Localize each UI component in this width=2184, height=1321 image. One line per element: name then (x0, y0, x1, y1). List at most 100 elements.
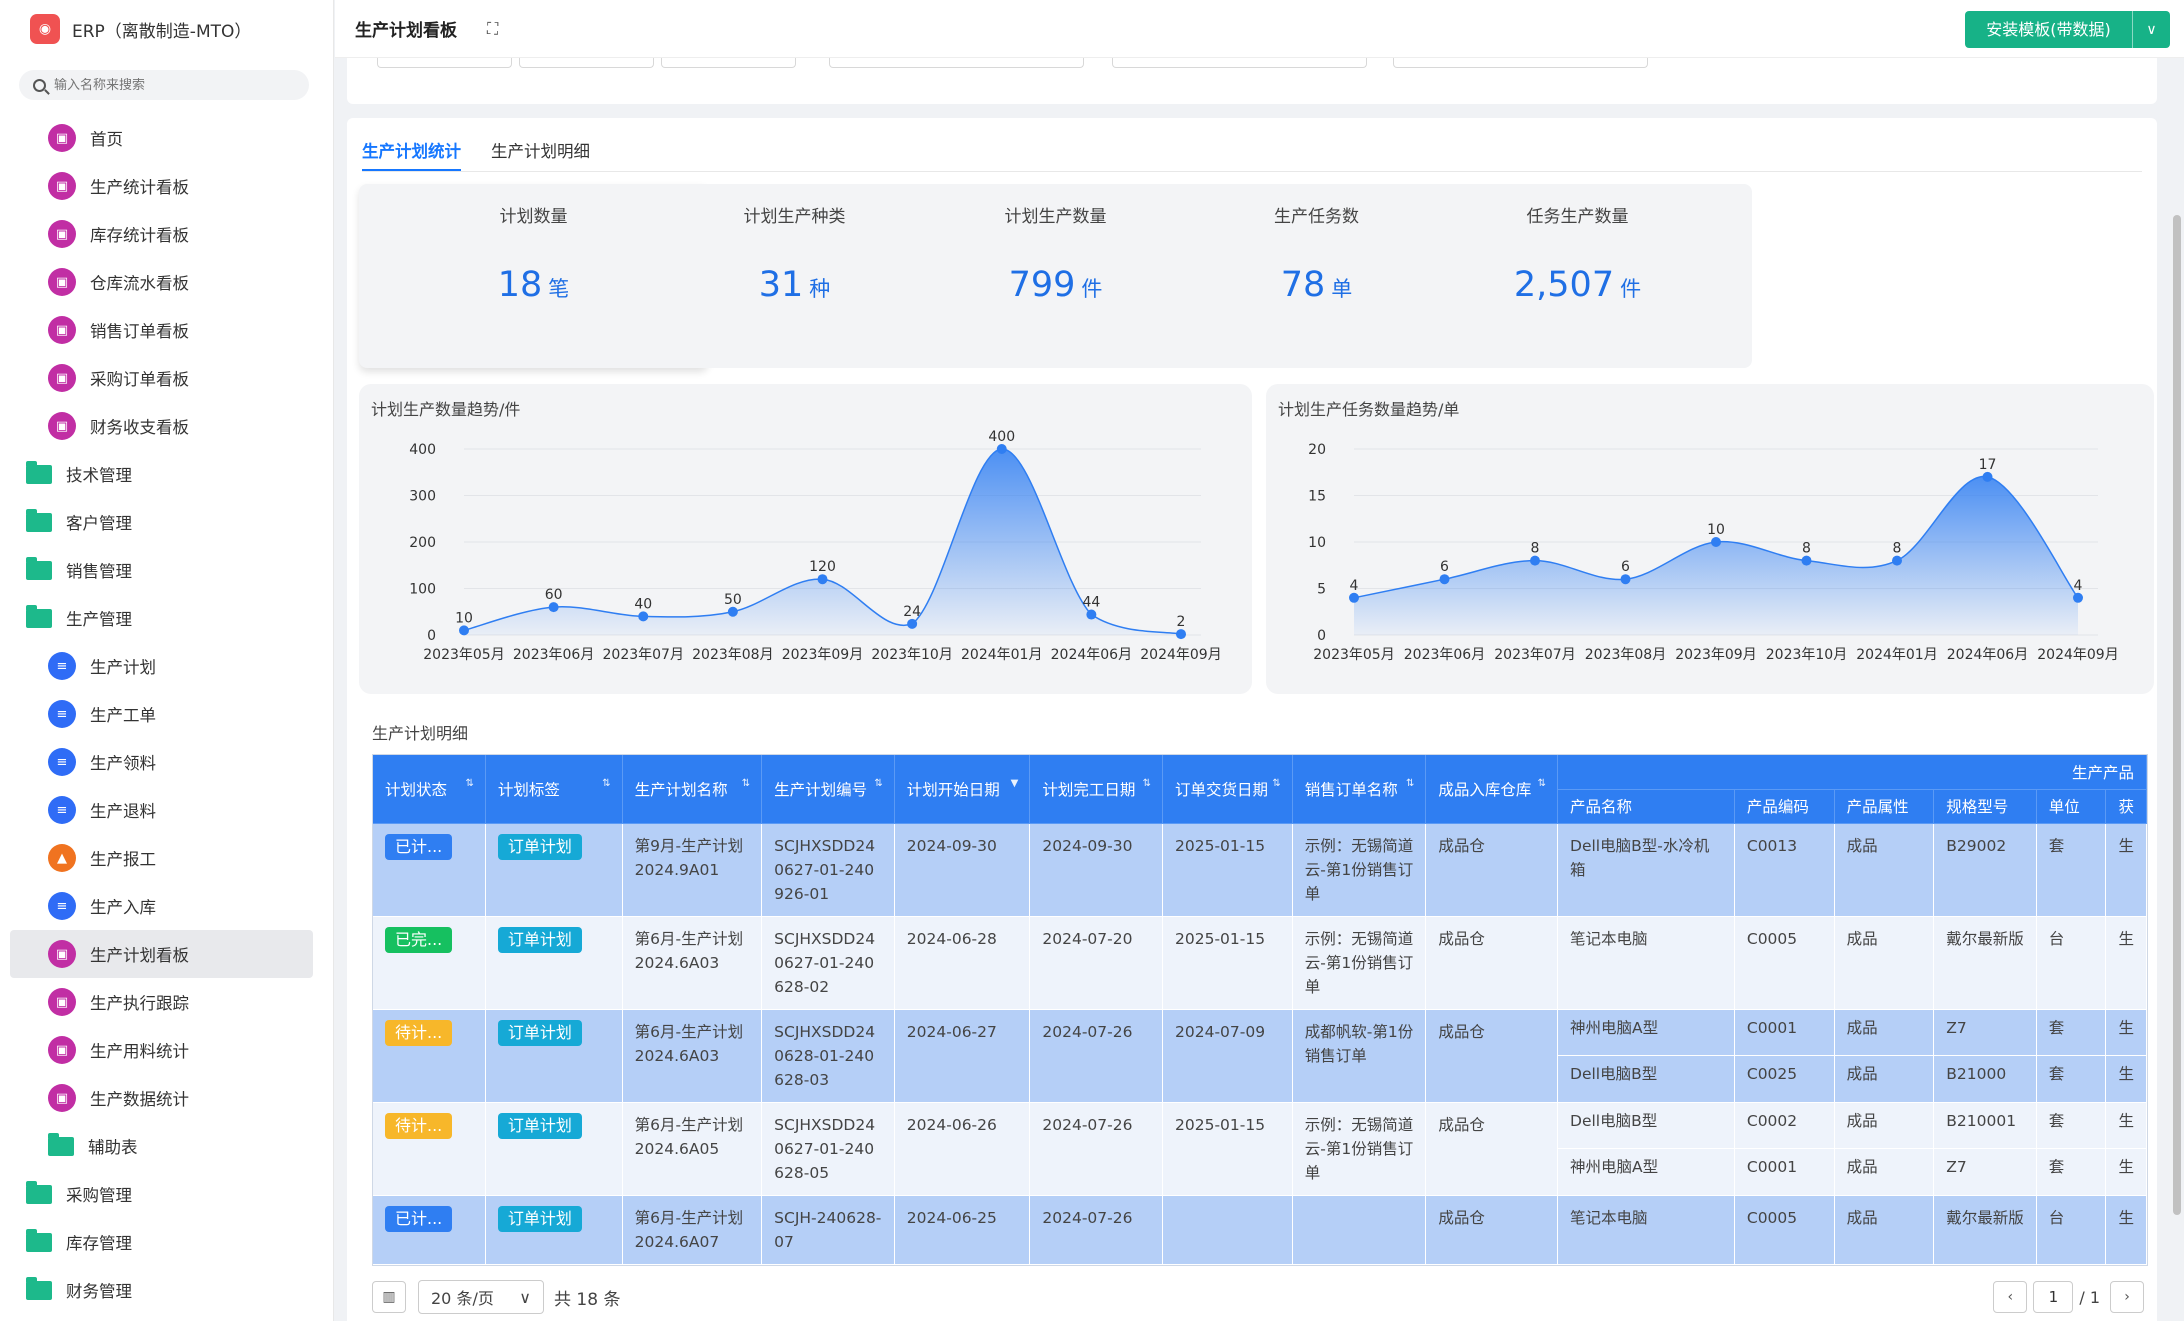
page-size-select[interactable]: 20 条/页 ∨ (418, 1280, 544, 1314)
data-point[interactable] (1620, 574, 1631, 585)
column-header[interactable]: 销售订单名称 ⇅ (1292, 755, 1427, 824)
data-point[interactable] (1801, 555, 1812, 566)
table-cell: 2024-07-20 (1029, 916, 1164, 1010)
sort-icon[interactable]: ⇅ (874, 777, 882, 789)
column-header[interactable]: 产品属性 (1834, 789, 1935, 824)
filter-field[interactable] (377, 58, 512, 68)
filter-field[interactable] (1393, 58, 1648, 68)
tab-plan-statistics[interactable]: 生产计划统计 (362, 132, 461, 171)
sidebar-item[interactable]: 财务管理 (0, 1266, 333, 1314)
sidebar-item[interactable]: ≡ 生产领料 (0, 738, 333, 786)
search-box[interactable] (19, 70, 309, 100)
column-settings-icon[interactable]: ▥ (372, 1281, 406, 1313)
data-point[interactable] (1530, 555, 1540, 566)
data-point[interactable] (727, 606, 738, 617)
sidebar-item[interactable]: ≡ 生产计划 (0, 642, 333, 690)
sidebar-item[interactable]: ≡ 生产入库 (0, 882, 333, 930)
data-point[interactable] (1176, 629, 1186, 640)
sidebar-item[interactable]: ▲ 生产报工 (0, 834, 333, 882)
column-header[interactable]: 计划标签 ⇅ (485, 755, 623, 824)
sidebar-item[interactable]: ▣ 财务收支看板 (0, 402, 333, 450)
column-header[interactable]: 计划完工日期 ⇅ (1029, 755, 1164, 824)
sort-icon[interactable]: ⇅ (602, 777, 610, 789)
table-row[interactable]: 神州电脑A型 C0001 成品 Z7 套生 (373, 1148, 2147, 1196)
page-number-input[interactable]: 1 (2033, 1281, 2074, 1313)
sort-icon[interactable]: ⇅ (1405, 777, 1414, 789)
page-scrollbar[interactable] (2173, 215, 2181, 1215)
chevron-down-icon[interactable]: ∨ (2146, 21, 2157, 38)
data-point[interactable] (2073, 592, 2083, 603)
table-cell: 台 (2036, 916, 2107, 1010)
table-row[interactable]: 已完... 订单计划 第6月-生产计划2024.6A03 SCJHXSDD240627… (373, 916, 2147, 1010)
install-template-button[interactable]: 安装模板(带数据) ∨ (1965, 11, 2170, 48)
sort-icon[interactable]: ⇅ (741, 777, 750, 789)
sidebar-item-label: 生产计划看板 (90, 946, 189, 965)
sidebar-item[interactable]: ▣ 库存统计看板 (0, 210, 333, 258)
data-point[interactable] (907, 618, 918, 629)
filter-field[interactable] (661, 58, 796, 68)
sidebar-item[interactable]: ▣ 采购订单看板 (0, 354, 333, 402)
data-point[interactable] (459, 625, 469, 636)
sidebar-item[interactable]: ≡ 生产退料 (0, 786, 333, 834)
sidebar-item[interactable]: ▣ 首页 (0, 114, 333, 162)
data-point[interactable] (1439, 574, 1450, 585)
sidebar-item[interactable]: 辅助表 (0, 1122, 333, 1170)
sidebar-item[interactable]: 库存管理 (0, 1218, 333, 1266)
column-header[interactable]: 产品名称 (1557, 789, 1735, 824)
sidebar-item[interactable]: 生产管理 (0, 594, 333, 642)
data-point[interactable] (1892, 555, 1902, 566)
data-point[interactable] (638, 611, 649, 622)
data-point[interactable] (1711, 537, 1721, 547)
sidebar-item[interactable]: 销售管理 (0, 546, 333, 594)
search-input[interactable] (54, 77, 294, 93)
column-header[interactable]: 订单交货日期 ⇅ (1162, 755, 1293, 824)
sort-icon[interactable]: ⇅ (465, 777, 473, 789)
data-point[interactable] (548, 602, 559, 613)
column-header[interactable]: 成品入库仓库 ⇅ (1425, 755, 1559, 824)
filter-field[interactable] (1112, 58, 1367, 68)
table-row[interactable]: 待计... 订单计划 第6月-生产计划2024.6A05 SCJHXSDD240627… (373, 1102, 2147, 1196)
tab-plan-details[interactable]: 生产计划明细 (491, 142, 590, 161)
data-point[interactable] (1086, 609, 1097, 620)
chart-card-tasks: 计划生产任务数量趋势/单 0 5 10 15 20 4 2023年05月 6 2023年06月 8… (1266, 384, 2154, 694)
data-point[interactable] (1982, 471, 1993, 482)
sort-icon[interactable]: ⇅ (1537, 777, 1546, 789)
sidebar-item[interactable]: ▣ 生产数据统计 (0, 1074, 333, 1122)
table-row[interactable]: Dell电脑B型 C0025 成品 B21000 套生 (373, 1055, 2147, 1103)
column-header[interactable]: 生产计划编号 ⇅ (761, 755, 895, 824)
column-header[interactable]: 规格型号 (1933, 789, 2037, 824)
data-point[interactable] (996, 444, 1007, 454)
column-header[interactable]: 生产计划名称 ⇅ (622, 755, 763, 824)
sort-icon[interactable]: ▼ (1010, 777, 1019, 789)
prev-page-button[interactable]: ‹ (1993, 1281, 2028, 1313)
column-header[interactable]: 获 (2105, 789, 2147, 824)
install-template-label[interactable]: 安装模板(带数据) (1965, 11, 2133, 48)
sidebar-item[interactable]: ▣ 销售订单看板 (0, 306, 333, 354)
fullscreen-icon[interactable]: ⛶ (487, 18, 499, 38)
sort-icon[interactable]: ⇅ (1142, 777, 1151, 789)
filter-field[interactable] (829, 58, 1084, 68)
column-header[interactable]: 计划开始日期 ▼ (894, 755, 1031, 824)
sidebar-item[interactable]: ▣ 生产统计看板 (0, 162, 333, 210)
sidebar-item[interactable]: ▣ 生产执行跟踪 (0, 978, 333, 1026)
sidebar-item[interactable]: 客户管理 (0, 498, 333, 546)
filter-field[interactable] (519, 58, 654, 68)
table-row[interactable]: 已计... 订单计划 第6月-生产计划2024.6A07 SCJH-240628-07… (373, 1195, 2147, 1265)
sidebar-item[interactable]: ▣ 仓库流水看板 (0, 258, 333, 306)
sidebar-item[interactable]: ▣ 生产用料统计 (0, 1026, 333, 1074)
column-header[interactable]: 单位 (2036, 789, 2107, 824)
y-tick-label: 400 (409, 442, 436, 458)
column-header[interactable]: 计划状态 ⇅ (373, 755, 486, 824)
next-page-button[interactable]: › (2110, 1281, 2144, 1313)
sort-icon[interactable]: ⇅ (1272, 777, 1280, 789)
data-point[interactable] (1349, 592, 1359, 603)
column-header[interactable]: 产品编码 (1734, 789, 1835, 824)
sidebar-item[interactable]: 技术管理 (0, 450, 333, 498)
sidebar-item[interactable]: ≡ 生产工单 (0, 690, 333, 738)
table-row[interactable]: 待计... 订单计划 第6月-生产计划2024.6A03 SCJHXSDD240628… (373, 1009, 2147, 1103)
tag-badge: 订单计划 (497, 1205, 582, 1232)
table-row[interactable]: 已计... 订单计划 第9月-生产计划2024.9A01 SCJHXSDD240627… (373, 823, 2147, 917)
data-point[interactable] (817, 574, 828, 585)
sidebar-item[interactable]: 采购管理 (0, 1170, 333, 1218)
sidebar-item[interactable]: ▣ 生产计划看板 (10, 930, 313, 978)
